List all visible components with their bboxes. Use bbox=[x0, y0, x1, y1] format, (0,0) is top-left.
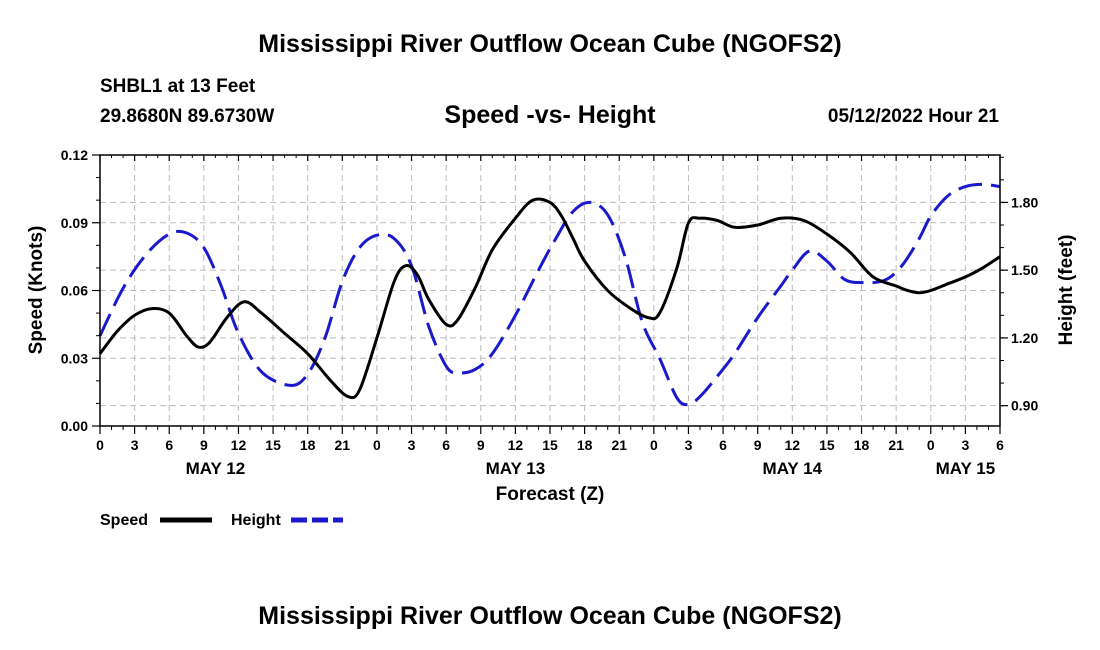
axis-ticks bbox=[92, 154, 1008, 434]
x-tick-label: 15 bbox=[819, 437, 835, 453]
forecast-datetime: 05/12/2022 Hour 21 bbox=[827, 106, 999, 127]
date-label: MAY 13 bbox=[486, 459, 546, 478]
y-left-tick-label: 0.00 bbox=[61, 418, 88, 434]
x-tick-label: 3 bbox=[961, 437, 969, 453]
x-tick-label: 18 bbox=[854, 437, 870, 453]
x-tick-label: 6 bbox=[996, 437, 1004, 453]
x-tick-label: 0 bbox=[373, 437, 381, 453]
chart-legend: Speed Height bbox=[100, 512, 343, 529]
date-label: MAY 14 bbox=[763, 459, 823, 478]
date-label: MAY 12 bbox=[186, 459, 246, 478]
date-label: MAY 15 bbox=[936, 459, 996, 478]
x-tick-label: 9 bbox=[200, 437, 208, 453]
legend-label-speed: Speed bbox=[100, 512, 148, 529]
legend-label-height: Height bbox=[231, 512, 281, 529]
x-tick-label: 0 bbox=[650, 437, 658, 453]
series-lines bbox=[98, 182, 1001, 407]
grid-lines bbox=[100, 155, 1000, 426]
x-axis-title: Forecast (Z) bbox=[496, 484, 605, 505]
x-tick-label: 18 bbox=[300, 437, 316, 453]
x-tick-label: 21 bbox=[335, 437, 351, 453]
y-right-tick-label: 1.20 bbox=[1011, 330, 1038, 346]
x-tick-label: 0 bbox=[96, 437, 104, 453]
height-series-line bbox=[98, 182, 1001, 407]
y-right-tick-label: 0.90 bbox=[1011, 398, 1038, 414]
chart-subtitle: Speed -vs- Height bbox=[444, 101, 656, 129]
x-tick-label: 6 bbox=[165, 437, 173, 453]
speed-series-line bbox=[98, 197, 1001, 400]
x-tick-label: 3 bbox=[685, 437, 693, 453]
station-coordinates: 29.8680N 89.6730W bbox=[100, 106, 275, 127]
x-tick-label: 6 bbox=[442, 437, 450, 453]
y-axis-right-title: Height (feet) bbox=[1056, 235, 1077, 346]
x-tick-label: 3 bbox=[408, 437, 416, 453]
axis-labels: 0 3 6 9 12 15 18 21 0 3 6 9 12 15 18 21 0 3 6 9 12 15 18 21 0 3 6 0… bbox=[61, 147, 1039, 478]
x-tick-label: 21 bbox=[611, 437, 627, 453]
x-tick-label: 12 bbox=[508, 437, 524, 453]
x-tick-label: 15 bbox=[542, 437, 558, 453]
y-right-tick-label: 1.80 bbox=[1011, 194, 1038, 210]
page-title: Mississippi River Outflow Ocean Cube (NG… bbox=[258, 30, 842, 58]
y-left-tick-label: 0.09 bbox=[61, 215, 88, 231]
x-tick-label: 3 bbox=[131, 437, 139, 453]
x-tick-label: 12 bbox=[785, 437, 801, 453]
x-tick-label: 21 bbox=[888, 437, 904, 453]
footer-title: Mississippi River Outflow Ocean Cube (NG… bbox=[258, 602, 842, 630]
y-left-tick-label: 0.12 bbox=[61, 147, 88, 163]
x-tick-label: 9 bbox=[754, 437, 762, 453]
x-tick-label: 6 bbox=[719, 437, 727, 453]
y-left-tick-label: 0.03 bbox=[61, 350, 88, 366]
y-right-tick-label: 1.50 bbox=[1011, 262, 1038, 278]
station-label: SHBL1 at 13 Feet bbox=[100, 76, 256, 97]
y-left-tick-label: 0.06 bbox=[61, 283, 88, 299]
x-tick-label: 9 bbox=[477, 437, 485, 453]
x-tick-label: 15 bbox=[265, 437, 281, 453]
x-tick-label: 18 bbox=[577, 437, 593, 453]
x-tick-label: 0 bbox=[927, 437, 935, 453]
y-axis-left-title: Speed (Knots) bbox=[26, 226, 47, 355]
x-tick-label: 12 bbox=[231, 437, 247, 453]
